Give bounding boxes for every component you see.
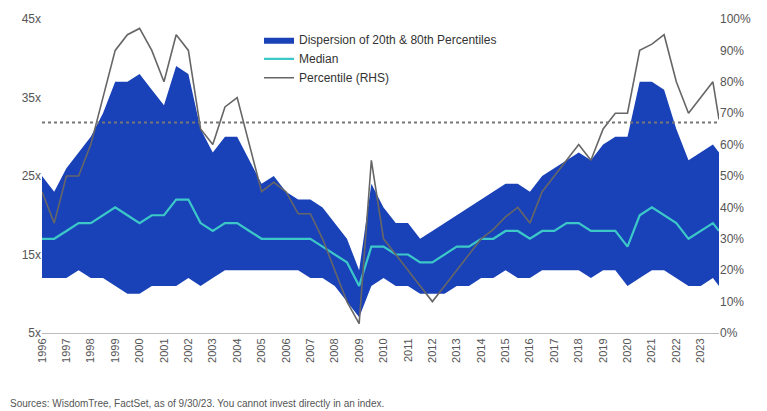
svg-text:1998: 1998 (84, 338, 96, 362)
svg-text:2018: 2018 (572, 338, 584, 362)
svg-text:Sources: WisdomTree, FactSet,: Sources: WisdomTree, FactSet, as of 9/30… (10, 398, 384, 409)
svg-text:2014: 2014 (475, 338, 487, 362)
svg-text:2015: 2015 (499, 338, 511, 362)
svg-text:5x: 5x (28, 326, 41, 340)
svg-text:0%: 0% (720, 326, 738, 340)
svg-text:2013: 2013 (450, 338, 462, 362)
svg-text:35x: 35x (22, 91, 41, 105)
svg-text:2008: 2008 (328, 338, 340, 362)
svg-text:2006: 2006 (280, 338, 292, 362)
svg-text:2011: 2011 (402, 338, 414, 362)
svg-text:100%: 100% (720, 12, 751, 26)
svg-text:10%: 10% (720, 295, 744, 309)
svg-text:2009: 2009 (353, 338, 365, 362)
svg-text:25x: 25x (22, 169, 41, 183)
svg-text:2023: 2023 (694, 338, 706, 362)
svg-text:20%: 20% (720, 263, 744, 277)
svg-text:Dispersion of 20th & 80th Perc: Dispersion of 20th & 80th Percentiles (299, 33, 496, 47)
svg-text:2000: 2000 (133, 338, 145, 362)
svg-text:90%: 90% (720, 44, 744, 58)
svg-text:80%: 80% (720, 75, 744, 89)
svg-text:2021: 2021 (645, 338, 657, 362)
svg-text:2003: 2003 (206, 338, 218, 362)
svg-text:2002: 2002 (182, 338, 194, 362)
svg-text:2017: 2017 (548, 338, 560, 362)
svg-text:70%: 70% (720, 106, 744, 120)
svg-text:2007: 2007 (304, 338, 316, 362)
svg-text:2016: 2016 (524, 338, 536, 362)
svg-text:2019: 2019 (597, 338, 609, 362)
svg-text:40%: 40% (720, 201, 744, 215)
svg-text:1997: 1997 (60, 338, 72, 362)
svg-text:Median: Median (299, 52, 338, 66)
svg-text:15x: 15x (22, 248, 41, 262)
svg-text:2001: 2001 (158, 338, 170, 362)
svg-text:2005: 2005 (255, 338, 267, 362)
svg-text:1996: 1996 (36, 338, 48, 362)
svg-text:2020: 2020 (621, 338, 633, 362)
svg-text:1999: 1999 (109, 338, 121, 362)
svg-text:2022: 2022 (670, 338, 682, 362)
svg-text:2012: 2012 (426, 338, 438, 362)
svg-text:2004: 2004 (231, 338, 243, 362)
svg-text:50%: 50% (720, 169, 744, 183)
svg-text:45x: 45x (22, 12, 41, 26)
svg-text:60%: 60% (720, 138, 744, 152)
svg-text:Percentile (RHS): Percentile (RHS) (299, 71, 389, 85)
svg-text:30%: 30% (720, 232, 744, 246)
svg-text:2010: 2010 (377, 338, 389, 362)
